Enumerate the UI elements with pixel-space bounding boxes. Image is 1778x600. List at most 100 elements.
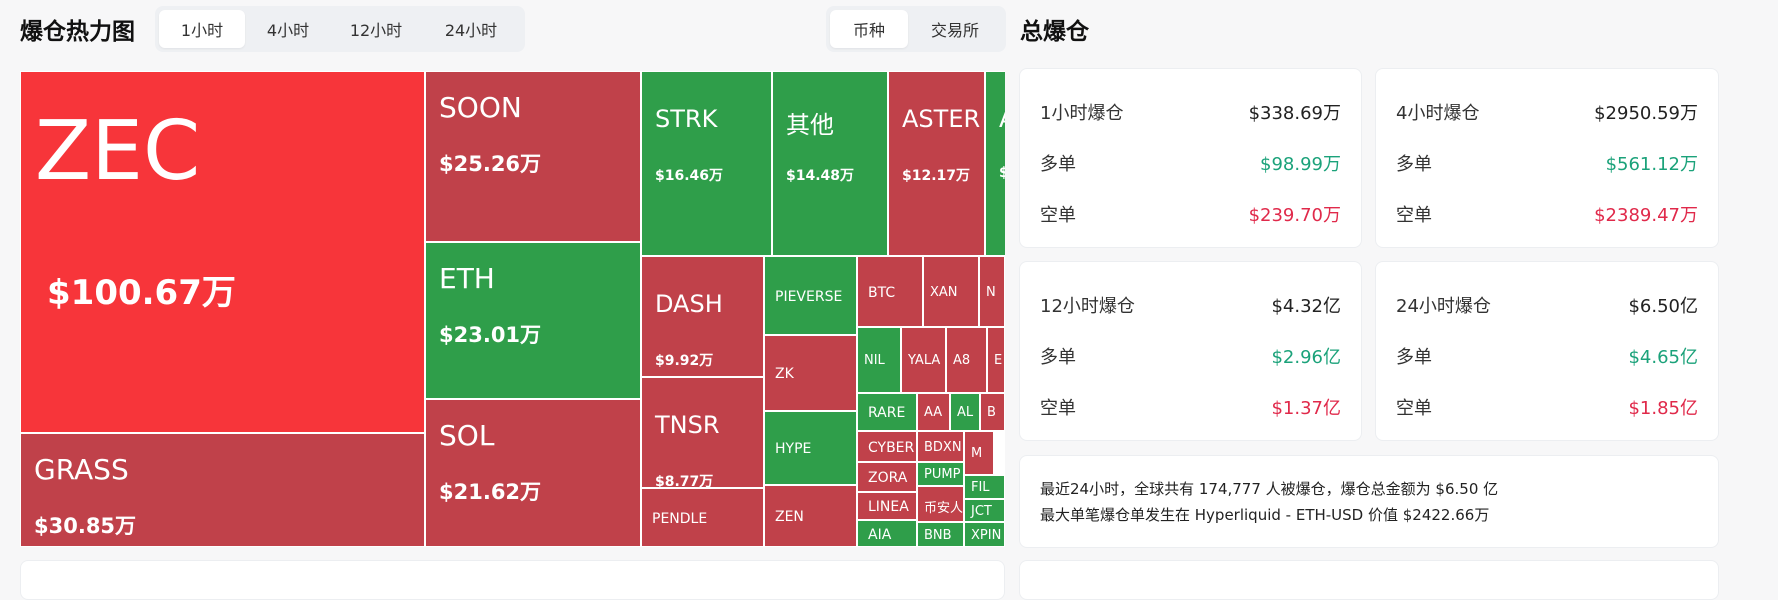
time-range-tabs: 1小时 4小时 12小时 24小时 [155, 6, 525, 52]
long-label: 多单 [1040, 154, 1076, 175]
tile-name: ZEC [35, 104, 201, 200]
tile-aia[interactable]: AIA [857, 520, 917, 547]
long-value: $2.96亿 [1271, 347, 1341, 368]
tile-zen[interactable]: ZEN [764, 485, 857, 547]
tile-sol[interactable]: SOL $21.62万 [425, 399, 641, 547]
tile-其他[interactable]: 其他 $14.48万 [772, 71, 888, 256]
tile-name: 其他 [786, 111, 834, 140]
tab-1h[interactable]: 1小时 [159, 10, 245, 48]
tile-name: AA [924, 405, 943, 420]
tile-value: $25.26万 [439, 152, 542, 177]
tile-a8[interactable]: A8 [946, 327, 987, 393]
tile-pieverse[interactable]: PIEVERSE [764, 256, 857, 335]
tab-coin[interactable]: 币种 [830, 10, 908, 48]
tile-yala[interactable]: YALA [901, 327, 946, 393]
tile-btc[interactable]: BTC [857, 256, 923, 327]
group-by-tabs: 币种 交易所 [826, 6, 1006, 52]
tile-jct[interactable]: JCT [964, 499, 1005, 522]
tile-eth[interactable]: ETH $23.01万 [425, 242, 641, 399]
tab-exchange[interactable]: 交易所 [930, 21, 979, 40]
tile-value: $8.77万 [655, 473, 714, 488]
long-value: $98.99万 [1260, 154, 1341, 175]
tile-name: GRASS [34, 453, 129, 487]
tile-zec[interactable]: ZEC $100.67万 [20, 71, 425, 433]
tile-soon[interactable]: SOON $25.26万 [425, 71, 641, 242]
long-value: $561.12万 [1605, 154, 1698, 175]
tile-name: A8 [953, 353, 971, 368]
tile-币安人生[interactable]: 币安人生 [917, 486, 964, 522]
tile-a[interactable]: A$ [985, 71, 1005, 256]
card-label: 1小时爆仓 [1040, 103, 1124, 124]
tile-name: N [986, 284, 996, 300]
tile-cyber[interactable]: CYBER [857, 431, 917, 462]
tile-name: XAN [930, 284, 958, 300]
tile-name: HYPE [775, 441, 812, 457]
tile-name: ZORA [868, 470, 908, 486]
tile-strk[interactable]: STRK $16.46万 [641, 71, 772, 256]
tile-value: $30.85万 [34, 514, 137, 539]
heatmap-title: 爆仓热力图 [20, 19, 135, 45]
tile-name: 币安人生 [924, 501, 964, 516]
tile-tnsr[interactable]: TNSR $8.77万 [641, 377, 764, 488]
summary-line-1: 最近24小时，全球共有 174,777 人被爆仓，爆仓总金额为 $6.50 亿 [1040, 480, 1499, 498]
long-label: 多单 [1396, 154, 1432, 175]
tile-bdxn[interactable]: BDXN [917, 431, 964, 462]
tile-name: CYBER [868, 439, 915, 456]
card-label: 12小时爆仓 [1040, 296, 1135, 317]
tile-aster[interactable]: ASTER $12.17万 [888, 71, 985, 256]
tile-name: ZK [775, 366, 794, 382]
tile-aa[interactable]: AA [917, 393, 950, 431]
tile-value: $16.46万 [655, 167, 724, 184]
tile-value: $14.48万 [786, 167, 855, 184]
tile-value: $ [999, 165, 1005, 181]
short-value: $239.70万 [1248, 205, 1341, 226]
tile-pendle[interactable]: PENDLE [641, 488, 764, 547]
tile-fil[interactable]: FIL [964, 475, 1005, 499]
tile-rare[interactable]: RARE [857, 393, 917, 431]
tile-name: JCT [971, 503, 992, 519]
tile-name: SOL [439, 419, 495, 453]
tile-name: M [971, 446, 983, 461]
short-value: $1.37亿 [1271, 398, 1341, 419]
tile-zora[interactable]: ZORA [857, 462, 917, 492]
tile-name: ETH [439, 262, 495, 296]
tile-name: AL [957, 405, 974, 420]
tab-4h[interactable]: 4小时 [266, 21, 310, 40]
tile-name: E [994, 353, 1003, 368]
tile-linea[interactable]: LINEA [857, 492, 917, 520]
liquidation-heatmap: ZEC $100.67万 GRASS $30.85万 SOON $25.26万 ETH $23… [20, 71, 1005, 547]
card-total: $4.32亿 [1271, 296, 1341, 317]
card-label: 24小时爆仓 [1396, 296, 1491, 317]
tile-name: YALA [908, 353, 941, 368]
card-total: $2950.59万 [1594, 103, 1698, 124]
tab-24h[interactable]: 24小时 [444, 21, 498, 40]
tile-pump[interactable]: PUMP [917, 462, 964, 486]
tile-value: $9.92万 [655, 352, 714, 369]
tile-e[interactable]: E [987, 327, 1005, 393]
tile-grass[interactable]: GRASS $30.85万 [20, 433, 425, 547]
tile-n[interactable]: N [979, 256, 1005, 327]
card-4h: 4小时爆仓 $2950.59万 多单 $561.12万 空单 $2389.47万 [1375, 68, 1719, 248]
tile-name: ASTER [902, 105, 981, 134]
tile-zk[interactable]: ZK [764, 335, 857, 411]
tile-hype[interactable]: HYPE [764, 411, 857, 485]
tile-m[interactable]: M [964, 431, 994, 475]
tile-bnb[interactable]: BNB [917, 522, 964, 547]
tile-nil[interactable]: NIL [857, 327, 901, 393]
short-value: $2389.47万 [1594, 205, 1698, 226]
card-1h: 1小时爆仓 $338.69万 多单 $98.99万 空单 $239.70万 [1019, 68, 1362, 248]
tile-b[interactable]: B [980, 393, 1005, 431]
tile-xpin[interactable]: XPIN [964, 522, 1005, 547]
short-label: 空单 [1040, 398, 1076, 419]
tile-name: ZEN [775, 509, 804, 525]
tile-al[interactable]: AL [950, 393, 980, 431]
tile-name: LINEA [868, 499, 909, 515]
short-value: $1.85亿 [1628, 398, 1698, 419]
tile-name: DASH [655, 290, 723, 319]
tab-12h[interactable]: 12小时 [349, 21, 403, 40]
card-total: $6.50亿 [1628, 296, 1698, 317]
tile-xan[interactable]: XAN [923, 256, 979, 327]
tile-name: AIA [868, 526, 892, 543]
tile-dash[interactable]: DASH $9.92万 [641, 256, 764, 377]
card-total: $338.69万 [1248, 103, 1341, 124]
